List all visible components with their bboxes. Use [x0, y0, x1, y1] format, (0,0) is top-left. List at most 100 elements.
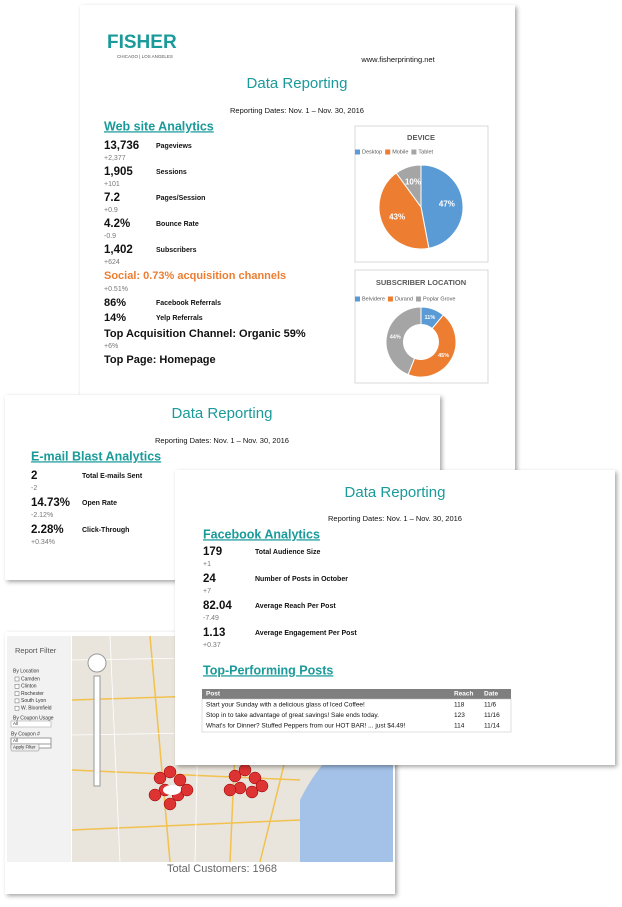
- chart-title: SUBSCRIBER LOCATION: [376, 278, 466, 287]
- table-cell: What's for Dinner? Stuffed Peppers from …: [206, 723, 406, 730]
- legend-swatch: [415, 296, 421, 302]
- apply-label: Apply Filter: [13, 745, 36, 750]
- metric-change: +101: [104, 181, 120, 188]
- slice-label: 11%: [425, 315, 436, 321]
- metric-change: +624: [104, 259, 120, 266]
- metric-value: 24: [203, 573, 216, 585]
- metric-label: Average Reach Per Post: [255, 603, 336, 610]
- pie-slice: [420, 164, 464, 249]
- report-dates: Reporting Dates: Nov. 1 – Nov. 30, 2016: [328, 514, 462, 523]
- checkbox[interactable]: [14, 684, 20, 689]
- metric-value: 82.04: [203, 600, 232, 612]
- metric-label: Open Rate: [82, 500, 117, 507]
- metric-change: +2,377: [104, 155, 126, 162]
- email-content: Data Reporting Reporting Dates: Nov. 1 – …: [31, 405, 289, 546]
- metric-value: 179: [203, 546, 222, 558]
- checkbox[interactable]: [14, 705, 20, 711]
- referral-label: Facebook Referrals: [156, 300, 221, 307]
- referral-label: Yelp Referrals: [156, 315, 203, 322]
- metric-change: +1: [203, 561, 211, 568]
- report-dates: Reporting Dates: Nov. 1 – Nov. 30, 2016: [155, 436, 289, 445]
- posts-title: Top-Performing Posts: [203, 663, 333, 677]
- checkbox[interactable]: [14, 676, 20, 682]
- metric-value: 13,736: [104, 140, 139, 152]
- metric-label: Total Audience Size: [255, 549, 320, 556]
- marker-center: [163, 785, 181, 795]
- metric-value: 2.28%: [31, 524, 64, 536]
- apply-button: [10, 743, 40, 752]
- slice-label: 44%: [390, 335, 401, 341]
- metric-label: Bounce Rate: [156, 221, 199, 228]
- section-title: Web site Analytics: [104, 119, 214, 133]
- zoom-slider[interactable]: [93, 675, 101, 787]
- top-channel-change: +6%: [104, 343, 118, 350]
- markers: [148, 763, 269, 811]
- metric-change: -2: [31, 485, 37, 492]
- website: www.fisherprinting.net: [360, 55, 435, 64]
- section-title: E-mail Blast Analytics: [31, 449, 161, 463]
- legend-label: Belvidere: [362, 296, 385, 302]
- location-option: South Lyon: [21, 698, 46, 704]
- metric-change: -7.49: [203, 615, 219, 622]
- pie-slice: [378, 172, 430, 250]
- table-cell: 114: [454, 723, 465, 730]
- social: Social: 0.73% acquisition channels: [104, 270, 286, 282]
- checkbox[interactable]: [14, 691, 20, 696]
- checkbox[interactable]: [14, 698, 20, 704]
- metric-value: 7.2: [104, 192, 120, 204]
- top-page: Top Page: Homepage: [104, 354, 216, 366]
- metric-change: +0.34%: [31, 539, 55, 546]
- metric-change: +7: [203, 588, 211, 595]
- metric-change: +0.9: [104, 207, 118, 214]
- metric-label: Pages/Session: [156, 195, 205, 202]
- metric-label: Total E-mails Sent: [82, 473, 143, 480]
- table-cell: Stop in to take advantage of great savin…: [206, 712, 379, 719]
- filter-title: Report Filter: [15, 646, 57, 655]
- filter-label: By Location: [13, 668, 39, 674]
- logo: FISHER: [107, 32, 177, 53]
- table-body: [201, 698, 512, 733]
- metric-change: -0.9: [104, 233, 116, 240]
- pie-slice: [407, 314, 457, 378]
- select: [10, 720, 52, 728]
- metric-label: Pageviews: [156, 143, 192, 150]
- location-option: Clinton: [21, 684, 37, 690]
- map-text: Report Filter By Location Camden ClintonRoc…: [10, 646, 277, 875]
- select-value: All: [13, 738, 18, 743]
- metric-label: Sessions: [156, 169, 187, 176]
- report-title: Data Reporting: [345, 484, 446, 501]
- table-cell: 11/14: [484, 723, 500, 730]
- report-title: Data Reporting: [247, 75, 348, 92]
- pan-control[interactable]: [87, 653, 107, 673]
- logo-tagline: CHICAGO | LOS ANGELES: [117, 54, 173, 59]
- slice-label: 45%: [438, 353, 449, 359]
- metric-change: +0.37: [203, 642, 221, 649]
- table-header: [202, 689, 511, 699]
- metric-change: -2.12%: [31, 512, 53, 519]
- facebook-content: Data Reporting Reporting Dates: Nov. 1 – …: [203, 484, 500, 730]
- table-cell: 118: [454, 702, 465, 709]
- filter-label: By Coupon Usage: [13, 715, 54, 721]
- location-option: W. Bloomfield: [21, 706, 52, 712]
- pie-slice: [395, 164, 422, 209]
- legend-swatch: [387, 296, 393, 302]
- metric-value: 14.73%: [31, 497, 70, 509]
- referral-value: 14%: [104, 312, 126, 324]
- legend-swatch: [385, 149, 391, 155]
- select-value: All: [13, 721, 18, 726]
- metric-label: Subscribers: [156, 247, 197, 254]
- metric-value: 1,905: [104, 166, 133, 178]
- filter-label: By Coupon #: [11, 731, 40, 737]
- legend-label: Durand: [395, 296, 413, 302]
- table-header-cell: Reach: [454, 691, 474, 698]
- location-option: Camden: [21, 676, 40, 682]
- metric-value: 2: [31, 470, 37, 482]
- legend-label: Tablet: [418, 149, 433, 155]
- metric-value: 1,402: [104, 244, 133, 256]
- metric-label: Number of Posts in October: [255, 576, 348, 583]
- table-header-cell: Date: [484, 691, 498, 698]
- section-title: Facebook Analytics: [203, 527, 320, 541]
- metric-label: Click-Through: [82, 527, 129, 534]
